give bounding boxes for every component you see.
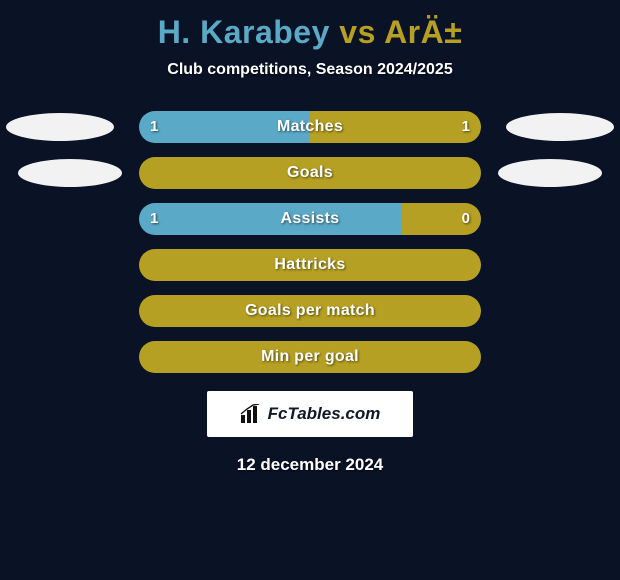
player2-oval	[498, 159, 602, 187]
player1-oval	[6, 113, 114, 141]
page-title: H. Karabey vs ArÄ±	[0, 0, 620, 51]
stat-bar-right	[139, 295, 481, 327]
stat-value-right: 0	[462, 203, 470, 235]
bar-chart-icon	[240, 404, 262, 424]
stat-bar-left	[139, 203, 402, 235]
stat-bar-right	[139, 249, 481, 281]
date-label: 12 december 2024	[0, 455, 620, 475]
stat-bar	[139, 295, 481, 327]
stat-value-left: 1	[150, 203, 158, 235]
stat-row: 10Assists	[0, 203, 620, 235]
stat-bar-right	[310, 111, 481, 143]
stat-row: Goals per match	[0, 295, 620, 327]
stat-row: Hattricks	[0, 249, 620, 281]
fctables-badge[interactable]: FcTables.com	[207, 391, 413, 437]
badge-text: FcTables.com	[268, 404, 381, 424]
stat-value-right: 1	[462, 111, 470, 143]
player1-oval	[18, 159, 122, 187]
stats-container: 11MatchesGoals10AssistsHattricksGoals pe…	[0, 111, 620, 373]
title-player1: H. Karabey	[158, 14, 330, 50]
stat-row: Min per goal	[0, 341, 620, 373]
title-vs: vs	[330, 14, 384, 50]
stat-bar	[139, 203, 481, 235]
stat-row: 11Matches	[0, 111, 620, 143]
stat-value-left: 1	[150, 111, 158, 143]
stat-row: Goals	[0, 157, 620, 189]
player2-oval	[506, 113, 614, 141]
title-player2: ArÄ±	[384, 14, 462, 50]
stat-bar	[139, 249, 481, 281]
stat-bar-right	[139, 157, 481, 189]
stat-bar	[139, 157, 481, 189]
stat-bar	[139, 341, 481, 373]
subtitle: Club competitions, Season 2024/2025	[0, 61, 620, 79]
stat-bar	[139, 111, 481, 143]
stat-bar-right	[139, 341, 481, 373]
stat-bar-left	[139, 111, 310, 143]
